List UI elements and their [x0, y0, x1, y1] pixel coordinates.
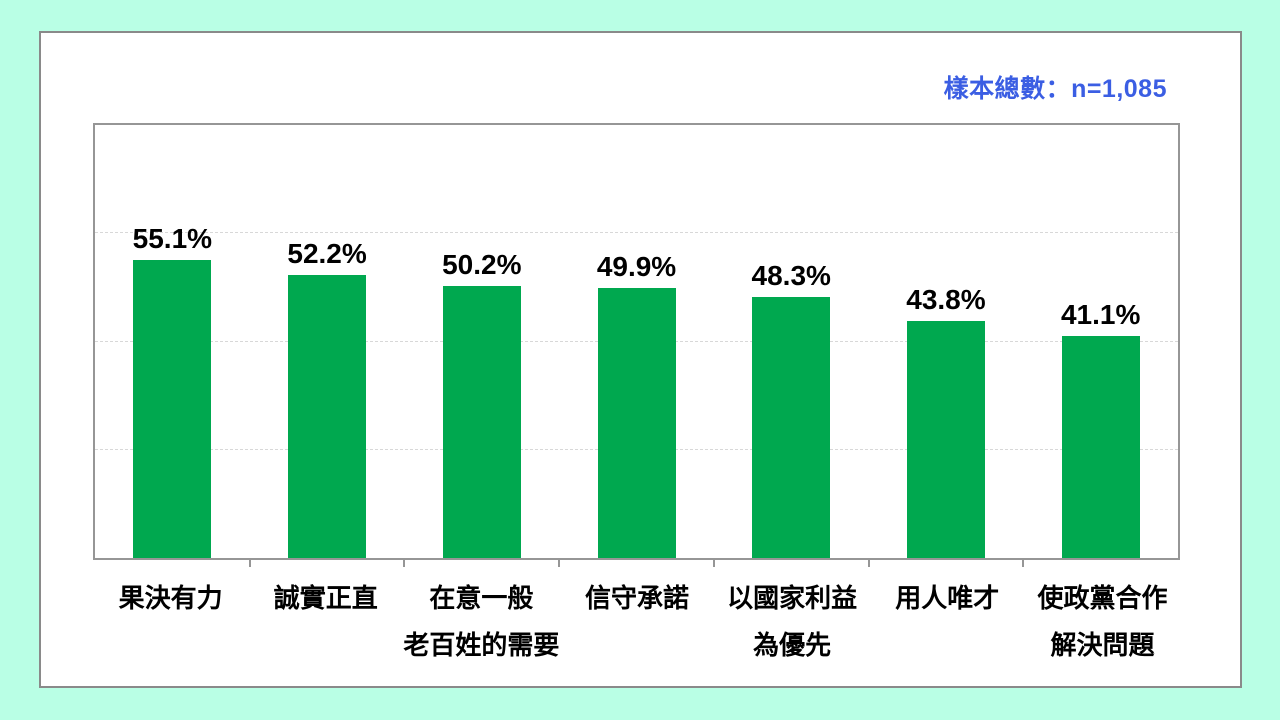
- category-label-line: 以國家利益: [727, 583, 858, 613]
- category-label-line: 解決問題: [1050, 630, 1155, 660]
- category-label-line: 果決有力: [118, 583, 223, 613]
- bar-column: 48.3%: [714, 125, 869, 558]
- bar: [133, 259, 212, 558]
- category-label: 使政黨合作 解決問題: [1025, 575, 1180, 669]
- sample-size-note: 樣本總數：n=1,085: [943, 75, 1167, 103]
- bar-value-label: 52.2%: [287, 238, 367, 270]
- bar-value-label: 55.1%: [132, 222, 213, 254]
- bar-value-label: 50.2%: [442, 249, 522, 281]
- bar-column: 55.1%: [95, 125, 250, 558]
- category-label-line: 老百姓的需要: [403, 630, 560, 660]
- category-label-line: 信守承諾: [584, 583, 689, 613]
- x-axis-tick: [558, 560, 561, 567]
- category-label: 誠實正直: [248, 575, 403, 669]
- x-axis-labels: 果決有力 誠實正直 在意一般 老百姓的需要 信守承諾 以國家利益 為優先 用人唯…: [93, 575, 1180, 669]
- category-label: 信守承諾: [559, 575, 714, 669]
- x-axis-tick: [1022, 560, 1025, 567]
- bar-column: 41.1%: [1023, 125, 1178, 558]
- x-axis-tick: [248, 560, 251, 567]
- bar-value-label: 43.8%: [906, 283, 986, 315]
- bar: [288, 275, 367, 558]
- category-label: 用人唯才: [870, 575, 1025, 669]
- bar-column: 52.2%: [250, 125, 405, 558]
- bar-column: 50.2%: [404, 125, 559, 558]
- bar: [597, 287, 676, 558]
- bar-column: 49.9%: [559, 125, 714, 558]
- bar-value-label: 41.1%: [1060, 298, 1141, 330]
- bar-value-label: 48.3%: [751, 259, 831, 291]
- plot-area: 55.1% 52.2% 50.2% 49.9% 48.3%: [93, 123, 1180, 567]
- category-label: 在意一般 老百姓的需要: [403, 575, 559, 669]
- category-label: 以國家利益 為優先: [715, 575, 870, 669]
- bar-value-label: 49.9%: [596, 250, 677, 282]
- bar: [906, 320, 985, 558]
- category-label-line: 用人唯才: [895, 583, 1000, 613]
- bars-container: 55.1% 52.2% 50.2% 49.9% 48.3%: [95, 125, 1178, 558]
- bar: [752, 296, 831, 558]
- category-label-line: 為優先: [753, 630, 832, 660]
- category-label-line: 誠實正直: [273, 583, 378, 613]
- x-axis-tick: [712, 560, 715, 567]
- bar-column: 43.8%: [869, 125, 1024, 558]
- category-label-line: 使政黨合作: [1037, 583, 1168, 613]
- bar: [1061, 335, 1140, 558]
- chart-card: 樣本總數：n=1,085 55.1% 52.2% 50.2% 49.9%: [39, 31, 1242, 688]
- gridline: [95, 232, 1178, 234]
- x-axis-tick: [867, 560, 870, 567]
- category-label: 果決有力: [93, 575, 248, 669]
- x-axis-tick: [403, 560, 406, 567]
- bar: [442, 286, 521, 558]
- category-label-line: 在意一般: [429, 583, 534, 613]
